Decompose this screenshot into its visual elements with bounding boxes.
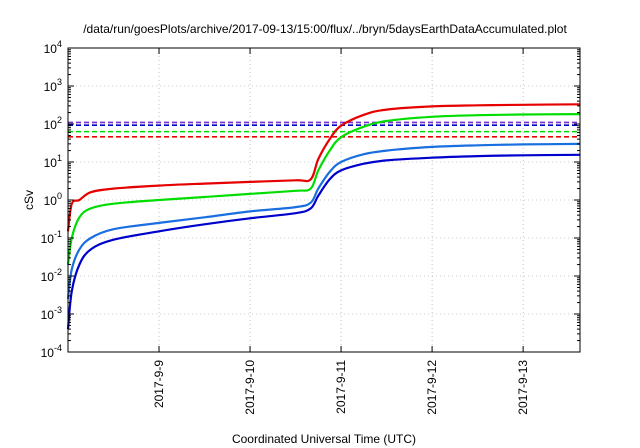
y-tick-label: 103 — [44, 77, 62, 94]
chart-title: /data/run/goesPlots/archive/2017-09-13/1… — [83, 22, 567, 36]
series-line — [66, 113, 581, 265]
x-axis: 2017-9-9 2017-9-10 2017-9-11 2017-9-12 2017-… — [152, 48, 530, 415]
y-tick-label: 10-3 — [41, 305, 62, 322]
y-tick-label: 10-4 — [41, 343, 62, 360]
y-axis-label: cSv — [22, 190, 36, 210]
y-tick-label: 102 — [44, 115, 62, 132]
series-line — [66, 142, 581, 300]
y-tick-label: 10-1 — [41, 229, 62, 246]
series-line — [66, 103, 581, 232]
x-tick-label: 2017-9-12 — [425, 360, 439, 415]
series-group — [66, 103, 581, 330]
y-tick-label: 101 — [44, 153, 62, 170]
x-tick-label: 2017-9-11 — [334, 360, 348, 414]
y-axis: 10-4 10-3 10-2 10-1 100 101 102 103 104 — [41, 39, 580, 360]
x-tick-label: 2017-9-13 — [516, 360, 530, 415]
x-tick-label: 2017-9-10 — [243, 360, 257, 415]
y-tick-label: 104 — [44, 39, 62, 56]
reference-lines — [68, 121, 580, 138]
x-axis-label: Coordinated Universal Time (UTC) — [232, 432, 416, 446]
x-tick-label: 2017-9-9 — [152, 360, 166, 408]
y-tick-label: 10-2 — [41, 267, 62, 284]
series-line — [66, 153, 581, 330]
y-tick-label: 100 — [44, 191, 62, 208]
